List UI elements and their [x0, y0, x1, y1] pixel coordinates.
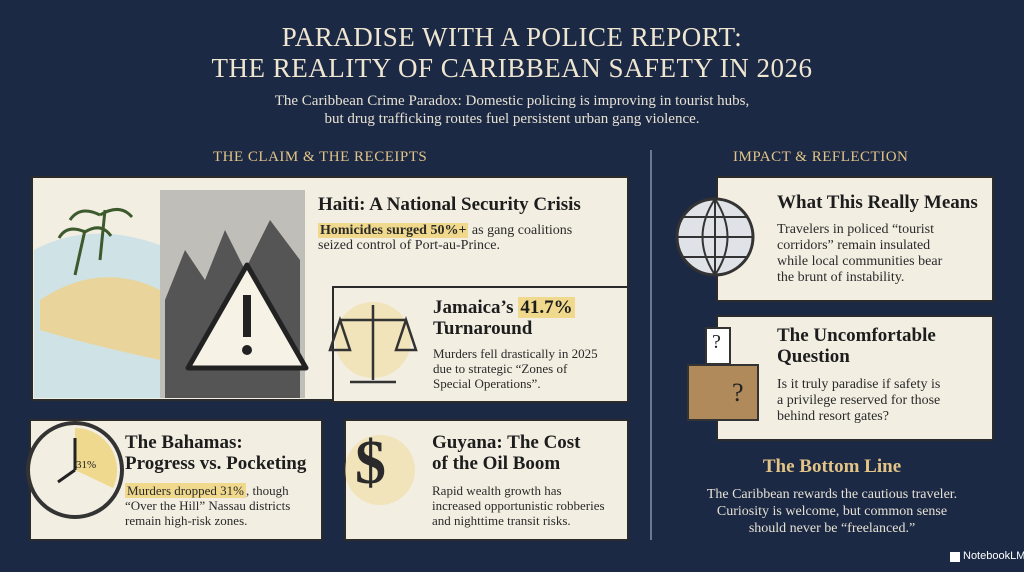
highlight: Homicides surged 50%+	[318, 223, 469, 238]
bottom-line-title: The Bottom Line	[762, 456, 902, 477]
text-line: should never be “freelanced.”	[748, 521, 916, 536]
text: Question	[777, 346, 850, 367]
subtitle: The Caribbean Crime Paradox: Domestic po…	[0, 92, 1024, 128]
text-line: behind resort gates?	[777, 409, 889, 424]
text-line: a privilege reserved for those	[777, 393, 941, 408]
section-heading: THE CLAIM & THE RECEIPTS	[213, 149, 428, 165]
text-line: Is it truly paradise if safety is	[777, 377, 941, 392]
footer-brand: NotebookLM	[963, 550, 1024, 562]
card-body: Homicides surged 50%+ as gang coalitions…	[318, 223, 572, 253]
card-body: Murders dropped 31%, though “Over the Hil…	[125, 483, 290, 528]
highlight: Murders dropped 31%	[125, 483, 246, 498]
card-body: Travelers in policed “tourist corridors” …	[777, 222, 942, 286]
bottom-line-body: The Caribbean rewards the cautious trave…	[662, 486, 1002, 537]
text-line: the brunt of instability.	[777, 270, 905, 285]
subtitle-line: The Caribbean Crime Paradox: Domestic po…	[274, 93, 750, 109]
text: of the Oil Boom	[432, 453, 561, 474]
text-line: seized control of Port-au-Prince.	[318, 238, 500, 253]
ballot-mark: ?	[712, 331, 721, 353]
text-line: remain high-risk zones.	[125, 513, 248, 528]
text-line: Special Operations”.	[433, 376, 541, 391]
text: Progress vs. Pocketing	[125, 453, 307, 474]
text: Jamaica’s	[433, 297, 514, 318]
card-body: Murders fell drastically in 2025 due to s…	[433, 346, 598, 391]
text: Guyana: The Cost	[432, 432, 581, 453]
card-body: Is it truly paradise if safety is a privi…	[777, 377, 940, 425]
text-line: due to strategic “Zones of	[433, 361, 568, 376]
text-line: corridors” remain insulated	[777, 238, 931, 253]
title: PARADISE WITH A POLICE REPORT: THE REALI…	[0, 22, 1024, 84]
text-line: Murders fell drastically in 2025	[433, 346, 598, 361]
card-title: Jamaica’s 41.7% Turnaround	[433, 297, 575, 339]
text-line: “Over the Hill” Nassau districts	[125, 498, 291, 513]
title-line: PARADISE WITH A POLICE REPORT:	[281, 22, 743, 52]
card-title: What This Really Means	[777, 192, 978, 213]
text: as gang coalitions	[471, 223, 573, 238]
card-title: The Bahamas: Progress vs. Pocketing	[125, 432, 306, 474]
highlight: 41.7%	[518, 297, 575, 318]
text: , though	[245, 483, 289, 498]
card-title: The Uncomfortable Question	[777, 325, 936, 367]
text-line: while local communities bear	[777, 254, 943, 269]
title-line: THE REALITY OF CARIBBEAN SAFETY IN 2026	[211, 53, 813, 83]
text: The Uncomfortable	[777, 325, 936, 346]
section-heading: IMPACT & REFLECTION	[733, 149, 909, 165]
card-title: Guyana: The Cost of the Oil Boom	[432, 432, 581, 474]
card-body: Rapid wealth growth has increased opportu…	[432, 483, 605, 528]
card-title: Haiti: A National Security Crisis	[318, 194, 581, 215]
text-line: The Caribbean rewards the cautious trave…	[706, 487, 958, 502]
text: The Bahamas:	[125, 432, 243, 453]
ballot-mark: ?	[732, 378, 744, 407]
text-line: Curiosity is welcome, but common sense	[716, 504, 948, 519]
text-line: Travelers in policed “tourist	[777, 222, 934, 237]
subtitle-line: but drug trafficking routes fuel persist…	[324, 111, 700, 127]
text-line: increased opportunistic robberies	[432, 498, 605, 513]
clock-label: 31%	[76, 459, 97, 471]
text-line: and nighttime transit risks.	[432, 513, 571, 528]
dollar-icon: $	[355, 429, 386, 497]
text-line: Rapid wealth growth has	[432, 483, 562, 498]
text: Turnaround	[433, 318, 533, 339]
